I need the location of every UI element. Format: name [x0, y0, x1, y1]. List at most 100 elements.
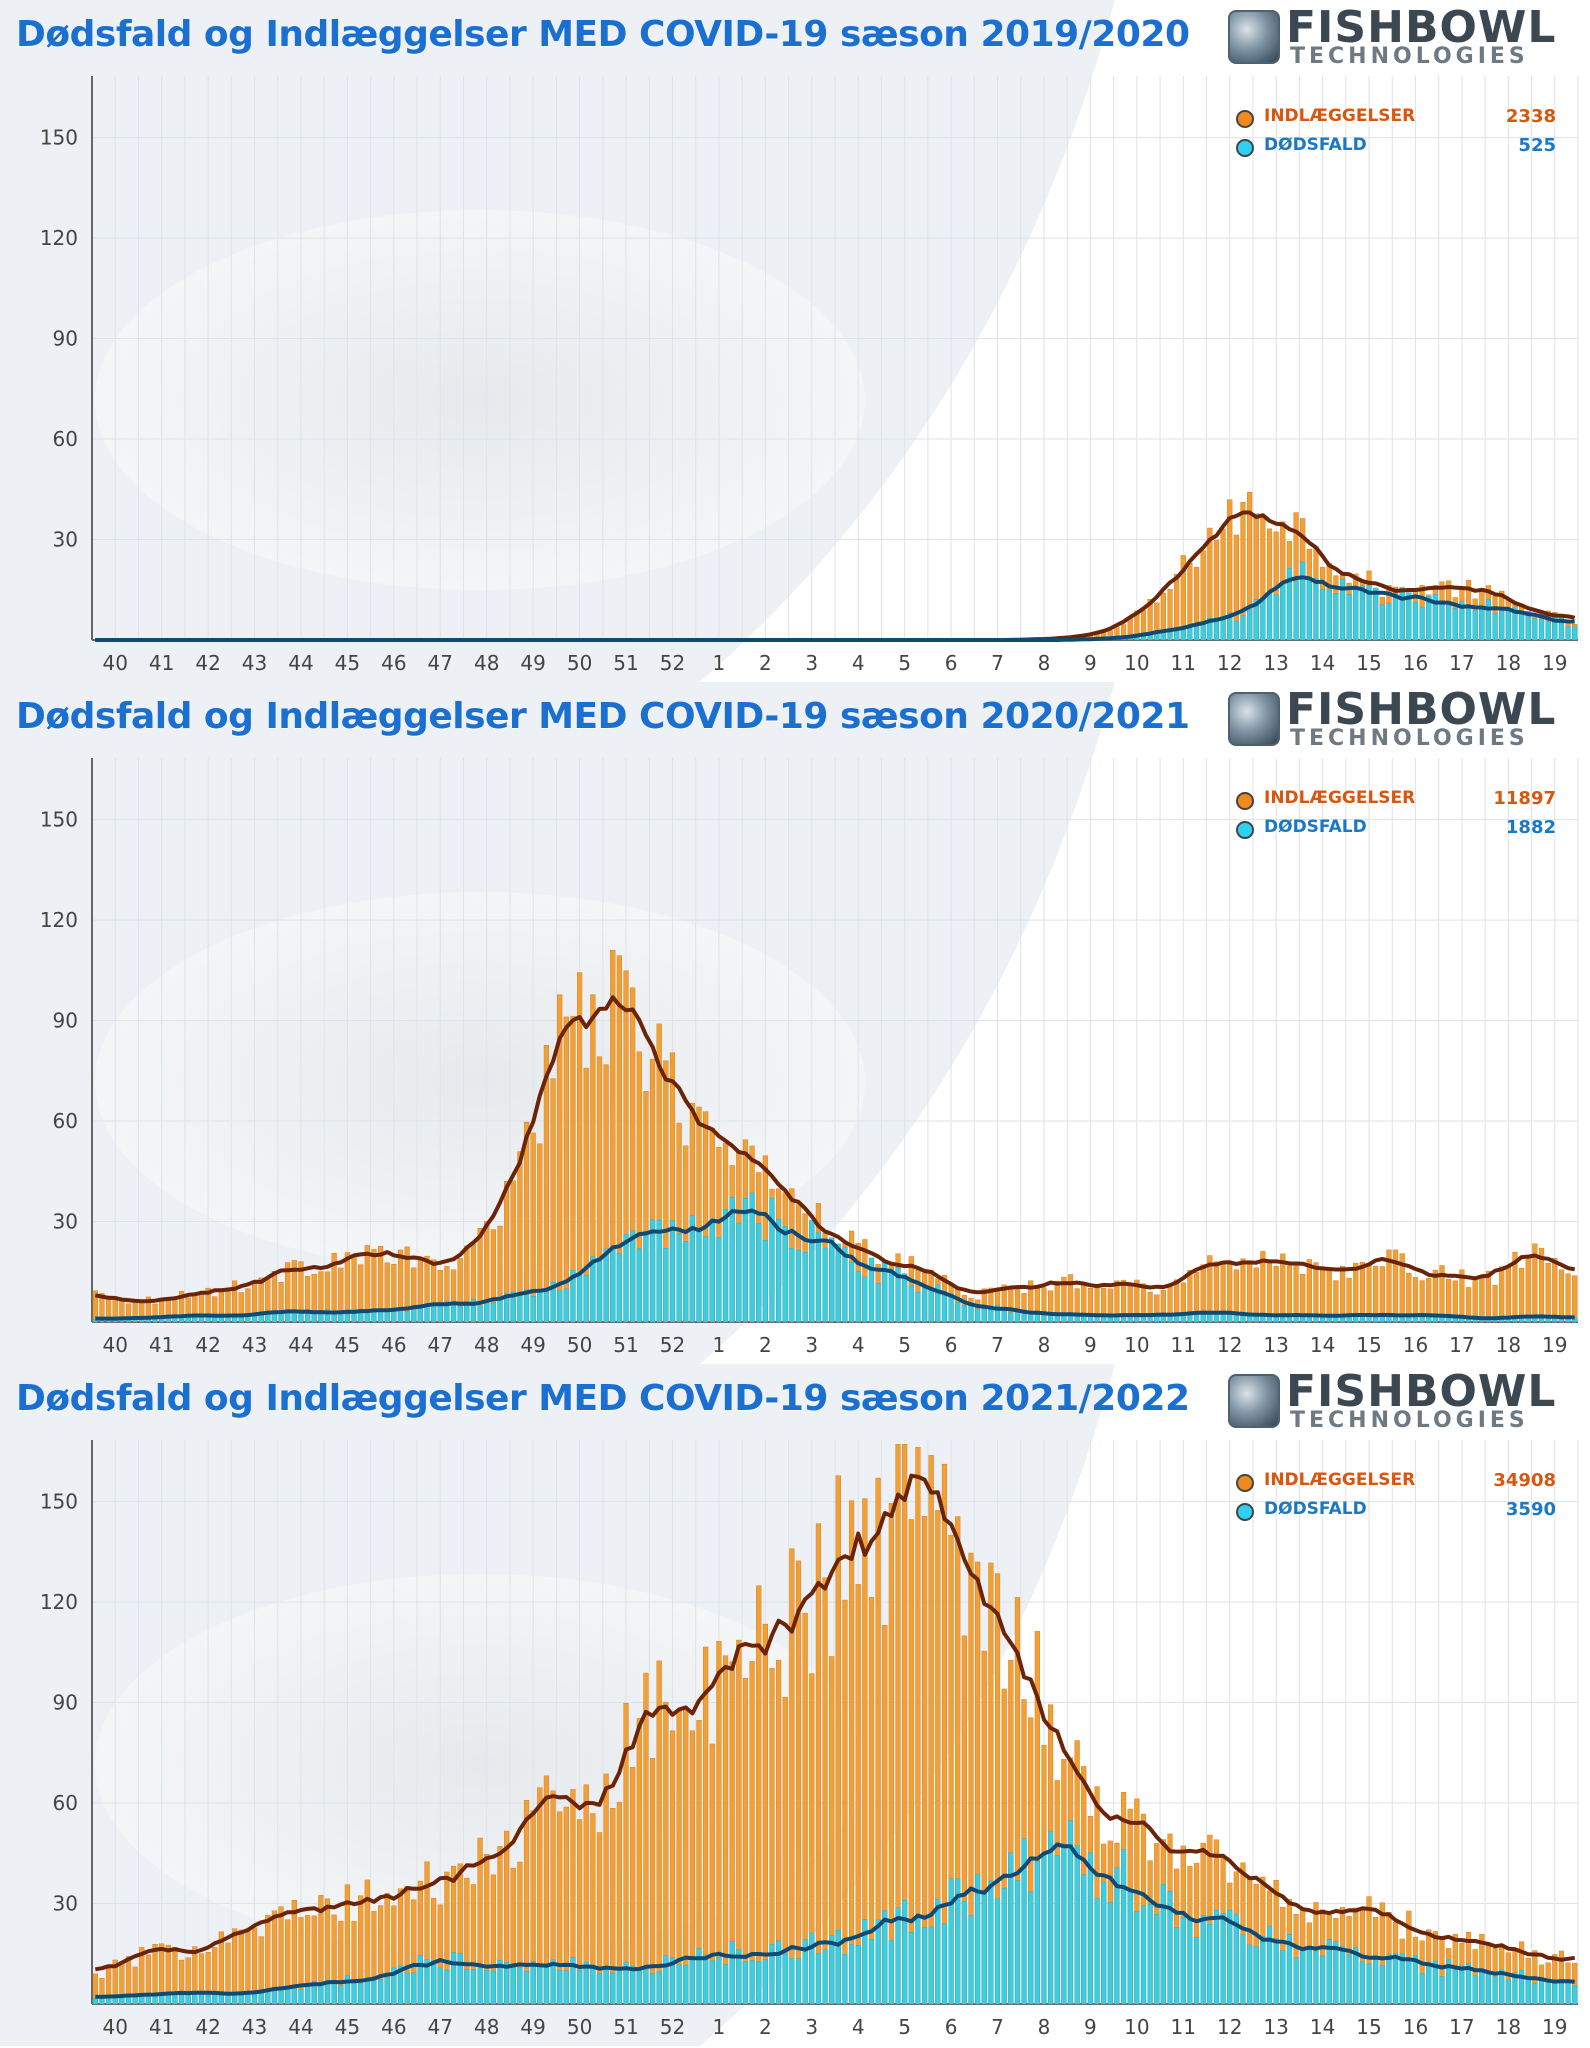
deaths-bar [1048, 1830, 1054, 2005]
deaths-bar [1207, 1923, 1213, 2005]
deaths-bar [1120, 1849, 1127, 2005]
deaths-bar [1247, 608, 1253, 641]
deaths-bar [484, 1302, 490, 1323]
deaths-bar [1538, 617, 1545, 641]
deaths-bar [543, 1963, 550, 2005]
deaths-bar [968, 1304, 974, 1323]
x-tick-label: 11 [1171, 651, 1196, 675]
deaths-bar [975, 1308, 981, 1323]
deaths-bar [437, 1303, 443, 1323]
deaths-bar [1519, 612, 1525, 641]
deaths-bar [1313, 1950, 1319, 2005]
y-tick-label: 120 [40, 1590, 78, 1614]
deaths-bar [1021, 1838, 1027, 2005]
deaths-bar [1306, 1316, 1312, 1323]
deaths-bar [1074, 1845, 1080, 2005]
deaths-bar [643, 1969, 649, 2005]
deaths-bar [331, 1981, 337, 2005]
deaths-bar [1240, 614, 1246, 641]
deaths-bar [1499, 1969, 1505, 2005]
deaths-bar [769, 1198, 775, 1323]
deaths-bar [835, 1929, 841, 2005]
deaths-bar [1273, 594, 1279, 641]
deaths-bar [1512, 1972, 1518, 2005]
admissions-bar [577, 972, 583, 1323]
deaths-bar [1446, 605, 1452, 641]
deaths-bar [1353, 1316, 1359, 1323]
deaths-bar [563, 1970, 569, 2005]
deaths-bar [344, 1975, 350, 2005]
deaths-bar [1373, 1955, 1379, 2005]
x-tick-label: 3 [805, 651, 818, 675]
deaths-bar [1346, 594, 1352, 641]
deaths-bar [298, 1312, 304, 1323]
deaths-bar [92, 1997, 98, 2005]
x-tick-label: 40 [102, 2015, 127, 2039]
deaths-trend-line [95, 1208, 1575, 1321]
x-tick-label: 18 [1496, 1333, 1521, 1357]
deaths-bar [935, 1899, 941, 2005]
legend-item-admissions: INDLÆGGELSER 11897 [1236, 788, 1566, 817]
deaths-bar [1233, 620, 1239, 641]
deaths-bar [782, 1226, 788, 1323]
x-tick-label: 48 [474, 2015, 499, 2039]
deaths-bar [1034, 1861, 1040, 2005]
x-tick-label: 19 [1542, 1333, 1567, 1357]
legend-total-admissions: 11897 [1493, 788, 1556, 809]
deaths-bar [245, 1994, 251, 2005]
x-tick-label: 10 [1124, 651, 1149, 675]
x-tick-label: 12 [1217, 651, 1242, 675]
deaths-bar [1313, 578, 1319, 641]
admissions-bar [1485, 1270, 1492, 1323]
x-tick-label: 51 [613, 1333, 638, 1357]
logo-subtitle: TECHNOLOGIES [1290, 1408, 1529, 1433]
x-tick-label: 5 [898, 651, 911, 675]
deaths-bar [1134, 1911, 1140, 2005]
x-tick-label: 5 [898, 1333, 911, 1357]
x-tick-label: 14 [1310, 2015, 1335, 2039]
deaths-bar [802, 1939, 808, 2005]
x-tick-label: 52 [660, 1333, 685, 1357]
deaths-bar [729, 1940, 735, 2005]
deaths-bar [1366, 585, 1372, 641]
admissions-bar [1306, 1259, 1312, 1323]
x-tick-label: 51 [613, 2015, 638, 2039]
deaths-bar [371, 1980, 377, 2005]
deaths-bar [1505, 1979, 1511, 2005]
deaths-bar [1392, 1953, 1399, 2005]
deaths-bar [1167, 1891, 1173, 2005]
deaths-bar [1379, 604, 1385, 641]
deaths-dot-icon [1236, 821, 1254, 839]
deaths-bar [1359, 585, 1365, 641]
deaths-bar [736, 1949, 742, 2005]
deaths-bar [669, 1957, 676, 2005]
deaths-bar [324, 1982, 331, 2005]
deaths-bar [583, 1962, 589, 2005]
chart-title: Dødsfald og Indlæggelser MED COVID-19 sæ… [16, 696, 1190, 737]
admissions-bar [636, 1718, 642, 2005]
deaths-bar [1041, 1852, 1047, 2005]
x-tick-label: 45 [335, 1333, 360, 1357]
admissions-bar [1313, 1262, 1319, 1323]
deaths-bar [1406, 592, 1412, 641]
deaths-bar [497, 1959, 503, 2005]
admissions-bar [1472, 1277, 1478, 1323]
x-tick-label: 41 [149, 651, 174, 675]
legend-total-admissions: 2338 [1505, 106, 1556, 127]
deaths-bar [1326, 589, 1332, 641]
deaths-bar [1127, 1890, 1133, 2005]
deaths-bar [716, 1957, 722, 2005]
deaths-bar [716, 1237, 722, 1323]
deaths-bar [1465, 608, 1472, 641]
legend-item-deaths: DØDSFALD 525 [1236, 135, 1566, 164]
deaths-bar [1266, 592, 1273, 641]
chart-title: Dødsfald og Indlæggelser MED COVID-19 sæ… [16, 1378, 1190, 1419]
x-tick-label: 48 [474, 1333, 499, 1357]
x-tick-label: 43 [242, 651, 267, 675]
deaths-bars [92, 1820, 1578, 2005]
deaths-bar [1061, 1843, 1067, 2005]
deaths-bar [868, 1257, 875, 1323]
deaths-bar [1386, 1316, 1392, 1323]
deaths-bar [570, 1956, 576, 2005]
